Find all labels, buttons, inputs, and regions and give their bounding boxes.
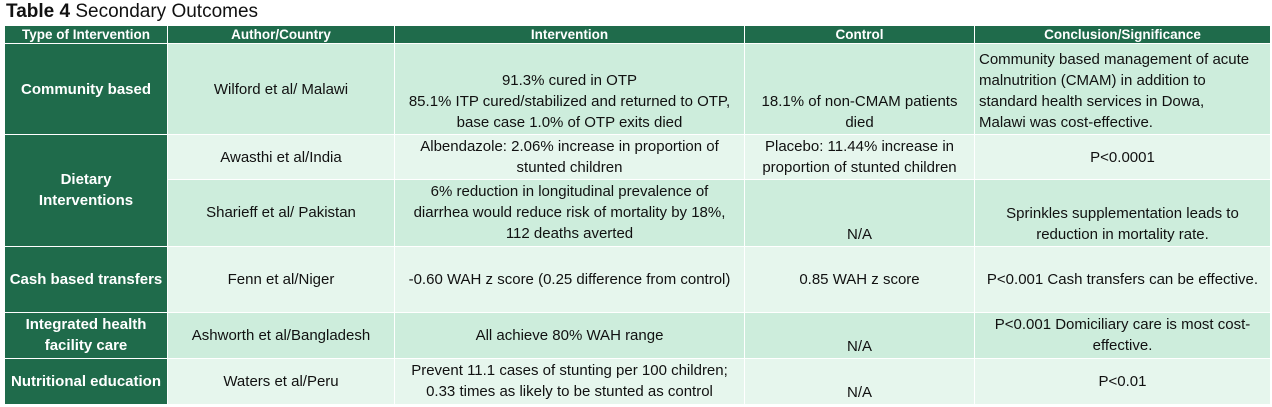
control-cell: 0.85 WAH z score xyxy=(744,245,975,313)
intervention-cell: 6% reduction in longitudinal prevalence … xyxy=(394,179,745,247)
type-cell: Dietary Interventions xyxy=(4,134,168,247)
header-row: Type of Intervention Author/Country Inte… xyxy=(4,25,1271,44)
intervention-cell: -0.60 WAH z score (0.25 difference from … xyxy=(394,245,745,313)
table-number: Table 4 xyxy=(6,1,71,22)
table-row: Dietary Interventions Awasthi et al/Indi… xyxy=(4,134,1271,247)
control-cell: Placebo: 11.44% increase in proportion o… xyxy=(744,134,975,181)
table-row: Cash based transfers Fenn et al/Niger -0… xyxy=(4,245,1271,313)
type-cell: Community based xyxy=(4,42,168,136)
author-cell: Waters et al/Peru xyxy=(167,357,395,406)
table-title: Secondary Outcomes xyxy=(70,1,259,22)
conclusion-cell: P<0.01 xyxy=(974,357,1271,406)
table-row: Nutritional education Waters et al/Peru … xyxy=(4,357,1271,406)
conclusion-cell: P<0.0001 xyxy=(974,134,1271,181)
intervention-cell: 91.3% cured in OTP 85.1% ITP cured/stabi… xyxy=(394,42,745,136)
control-cell: N/A xyxy=(744,311,975,359)
type-cell: Integrated health facility care xyxy=(4,311,168,359)
intervention-cell: Prevent 11.1 cases of stunting per 100 c… xyxy=(394,357,745,406)
type-cell: Nutritional education xyxy=(4,357,168,406)
header-control: Control xyxy=(744,25,975,44)
table-caption: Table 4 Secondary Outcomes xyxy=(6,0,258,24)
table-row: Integrated health facility care Ashworth… xyxy=(4,311,1271,359)
conclusion-cell: P<0.001 Cash transfers can be effective. xyxy=(974,245,1271,313)
intervention-cell: Albendazole: 2.06% increase in proportio… xyxy=(394,134,745,181)
table-row: Sharieff et al/ Pakistan 6% reduction in… xyxy=(5,179,1271,247)
secondary-outcomes-table: Type of Intervention Author/Country Inte… xyxy=(4,25,1271,406)
control-cell: 18.1% of non-CMAM patients died xyxy=(744,42,975,136)
type-cell: Cash based transfers xyxy=(4,245,168,313)
author-cell: Wilford et al/ Malawi xyxy=(167,42,395,136)
control-cell: N/A xyxy=(744,179,975,247)
intervention-cell: All achieve 80% WAH range xyxy=(394,311,745,359)
header-conclusion: Conclusion/Significance xyxy=(974,25,1271,44)
author-cell: Awasthi et al/India xyxy=(167,134,395,181)
header-intervention: Intervention xyxy=(394,25,745,44)
author-cell: Sharieff et al/ Pakistan xyxy=(167,179,395,247)
conclusion-cell: P<0.001 Domiciliary care is most cost- e… xyxy=(974,311,1271,359)
table-row: Community based Wilford et al/ Malawi 91… xyxy=(4,42,1271,136)
header-type: Type of Intervention xyxy=(4,25,168,44)
header-author: Author/Country xyxy=(167,25,395,44)
control-cell: N/A xyxy=(744,357,975,406)
author-cell: Fenn et al/Niger xyxy=(167,245,395,313)
conclusion-cell: Community based management of acute maln… xyxy=(974,42,1271,136)
author-cell: Ashworth et al/Bangladesh xyxy=(167,311,395,359)
conclusion-cell: Sprinkles supplementation leads to reduc… xyxy=(974,179,1271,247)
